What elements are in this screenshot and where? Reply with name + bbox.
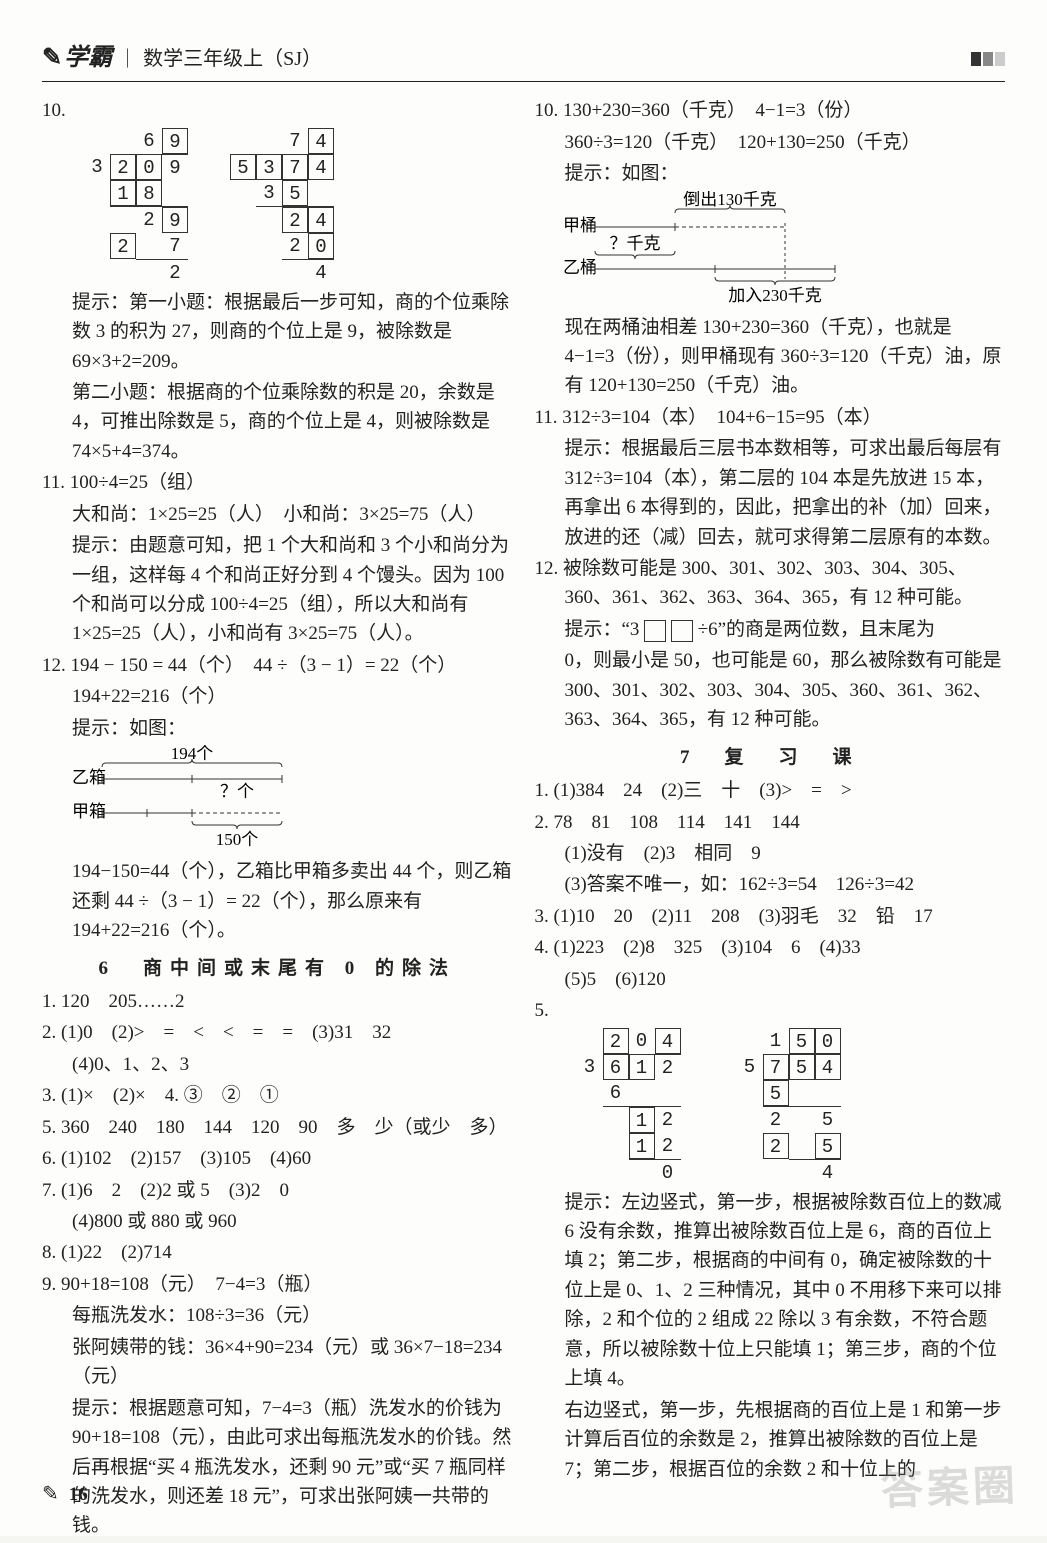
s7-q2b: (1)没有 (2)3 相同 9 — [535, 839, 1006, 868]
section6-title: 6 商中间或末尾有 0 的除法 — [42, 954, 513, 983]
r-q12c: 0，则最小是 50，也可能是 60，那么被除数有可能是 300、301、302、… — [535, 646, 1006, 734]
longdiv-4: 150 5754 5 25 25 4 — [737, 1028, 841, 1186]
longdiv-2: 74 5374 35 24 20 4 — [230, 128, 334, 286]
s6-q3: 3. (1)× (2)× 4. ③ ② ① — [42, 1081, 513, 1110]
page-header: 学霸 ｜ 数学三年级上（SJ） — [42, 40, 1005, 82]
s6-q5: 5. 360 240 180 144 120 90 多 少（或少 多） — [42, 1113, 513, 1142]
q10-hint1: 提示：第一小题：根据最后一步可知，商的个位乘除数 3 的积为 27，则商的个位上… — [42, 288, 513, 376]
s6-q2b: (4)0、1、2、3 — [42, 1050, 513, 1079]
s6-q9b: 每瓶洗发水：108÷3=36（元） — [42, 1301, 513, 1330]
book-title: 数学三年级上（SJ） — [143, 44, 322, 75]
s7-q5-hint1: 提示：左边竖式，第一步，根据被除数百位上的数减 6 没有余数，推算出被除数百位上… — [535, 1188, 1006, 1394]
r-q11b: 提示：根据最后三层书本数相等，可求出最后每层有 312÷3=104（本），第二层… — [535, 434, 1006, 552]
s6-q7b: (4)800 或 880 或 960 — [42, 1207, 513, 1236]
q12-hint-label: 提示：如图： — [42, 714, 513, 743]
q11-line2: 大和尚：1×25=25（人） 小和尚：3×25=75（人） — [42, 500, 513, 529]
q11-line1: 11. 100÷4=25（组） — [42, 468, 513, 497]
s6-q2: 2. (1)0 (2)> = < < = = (3)31 32 — [42, 1018, 513, 1047]
right-column: 10. 130+230=360（千克） 4−1=3（份） 360÷3=120（千… — [535, 94, 1006, 1543]
s7-q3: 3. (1)10 20 (2)11 208 (3)羽毛 32 铅 17 — [535, 902, 1006, 931]
diagram-10: 倒出130千克 甲桶 ？千克 乙桶 — [535, 191, 1006, 311]
r-q11a: 11. 312÷3=104（本） 104+6−15=95（本） — [535, 403, 1006, 432]
s6-q9c: 张阿姨带的钱：36×4+90=234（元）或 36×7−18=234（元） — [42, 1333, 513, 1392]
s6-q1: 1. 120 205……2 — [42, 987, 513, 1016]
r-q10a: 10. 130+230=360（千克） 4−1=3（份） — [535, 96, 1006, 125]
left-column: 10. 69 3209 18 29 27 2 74 5374 35 24 — [42, 94, 513, 1543]
pen-icon: ✎ — [42, 1479, 59, 1510]
watermark: 答案圈 — [880, 1455, 1020, 1525]
s7-q1: 1. (1)384 24 (2)三 十 (3)> = > — [535, 776, 1006, 805]
divider: ｜ — [118, 45, 137, 74]
s6-q8: 8. (1)22 (2)714 — [42, 1238, 513, 1267]
svg-text:乙箱: 乙箱 — [72, 768, 106, 787]
page-footer: ✎ 16 — [42, 1479, 88, 1510]
s7-q4b: (5)5 (6)120 — [535, 965, 1006, 994]
page-number: 16 — [69, 1480, 88, 1509]
s7-q5-label: 5. — [535, 996, 1006, 1025]
s6-q6: 6. (1)102 (2)157 (3)105 (4)60 — [42, 1144, 513, 1173]
svg-text:乙桶: 乙桶 — [563, 258, 597, 277]
s6-q7: 7. (1)6 2 (2)2 或 5 (3)2 0 — [42, 1176, 513, 1205]
svg-text:150个: 150个 — [216, 830, 259, 849]
svg-text:？个: ？个 — [220, 782, 254, 801]
r-q12b: 提示：“3 ÷6”的商是两位数，且末尾为 — [535, 615, 1006, 644]
r-q12a: 12. 被除数可能是 300、301、302、303、304、305、360、3… — [535, 554, 1006, 613]
r-q10b: 360÷3=120（千克） 120+130=250（千克） — [535, 128, 1006, 157]
s6-q9a: 9. 90+18=108（元） 7−4=3（瓶） — [42, 1270, 513, 1299]
s7-q2c: (3)答案不唯一，如：162÷3=54 126÷3=42 — [535, 870, 1006, 899]
s7-q2a: 2. 78 81 108 114 141 144 — [535, 808, 1006, 837]
s6-q9d: 提示：根据题意可知，7−4=3（瓶）洗发水的价钱为 90+18=108（元），由… — [42, 1394, 513, 1541]
q10-hint2: 第二小题：根据商的个位乘除数的积是 20，余数是 4，可推出除数是 5，商的个位… — [42, 378, 513, 466]
svg-text:加入230千克: 加入230千克 — [728, 286, 822, 305]
q12-line1: 12. 194 − 150 = 44（个） 44 ÷（3 − 1）= 22（个） — [42, 651, 513, 680]
r-q10d: 现在两桶油相差 130+230=360（千克），也就是 4−1=3（份），则甲桶… — [535, 313, 1006, 401]
header-strip-icon — [971, 52, 1005, 66]
q12-explain: 194−150=44（个），乙箱比甲箱多卖出 44 个，则乙箱还剩 44 ÷（3… — [42, 857, 513, 945]
q11-hint: 提示：由题意可知，把 1 个大和尚和 3 个小和尚分为一组，这样每 4 个和尚正… — [42, 531, 513, 649]
brand-logo: 学霸 — [42, 40, 112, 77]
q10-label: 10. — [42, 96, 513, 125]
svg-text:？千克: ？千克 — [609, 234, 660, 253]
svg-text:甲箱: 甲箱 — [72, 802, 106, 821]
svg-text:甲桶: 甲桶 — [563, 216, 597, 235]
section7-title: 7 复 习 课 — [535, 743, 1006, 772]
q12-line2: 194+22=216（个） — [42, 682, 513, 711]
longdiv-3: 204 3612 6 12 12 0 — [577, 1028, 681, 1186]
diagram-12: 194个 乙箱 ？个 甲箱 150个 — [42, 745, 513, 855]
longdiv-1: 69 3209 18 29 27 2 — [84, 128, 188, 286]
r-q10c: 提示：如图： — [535, 159, 1006, 188]
s7-q4: 4. (1)223 (2)8 325 (3)104 6 (4)33 — [535, 933, 1006, 962]
